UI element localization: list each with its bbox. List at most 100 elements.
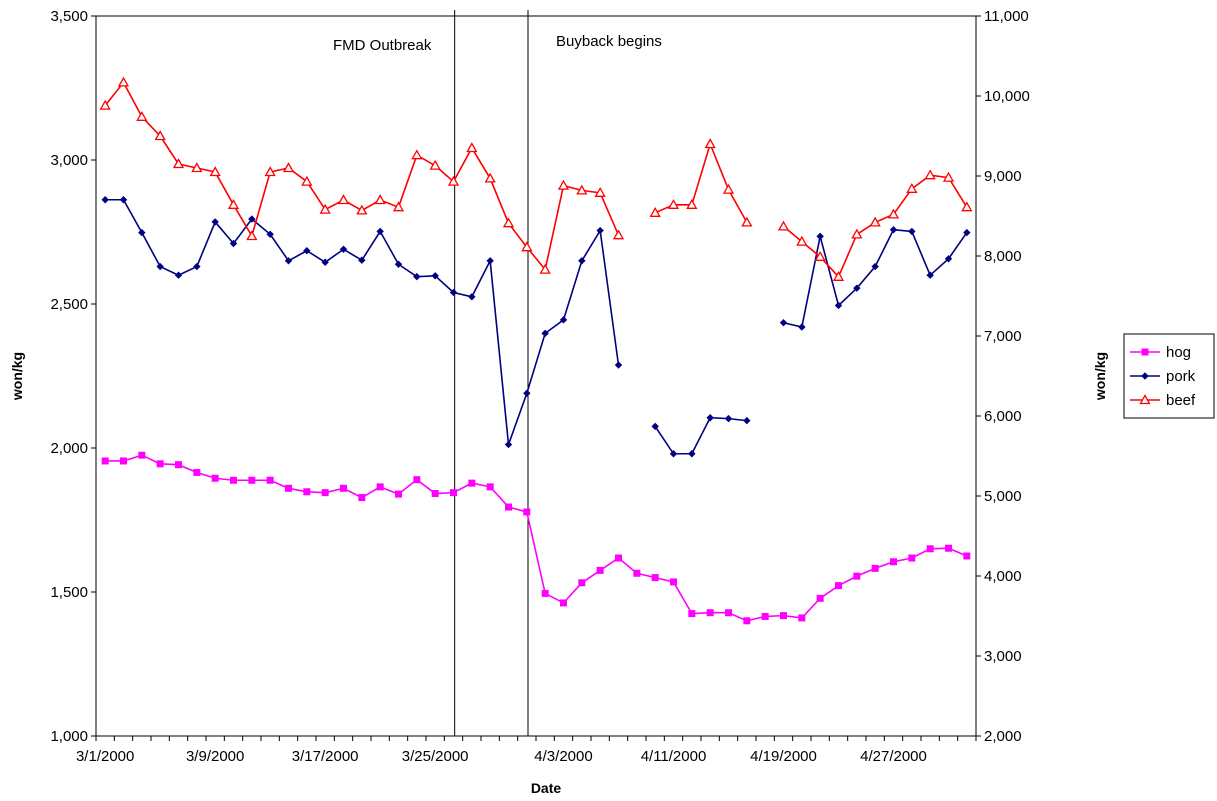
pork-point (303, 247, 311, 255)
hog-point (835, 582, 842, 590)
hog-point (780, 612, 787, 620)
beef-point (172, 158, 185, 169)
hog-point (541, 589, 549, 597)
hog-point (670, 578, 677, 586)
beef-point (942, 171, 955, 182)
beef-point (686, 198, 698, 209)
pork-point (853, 284, 861, 292)
hog-point (816, 594, 824, 602)
pork-point (468, 293, 476, 301)
pork-point (394, 260, 403, 268)
annotation-buyback-begins: Buyback begins (556, 33, 662, 50)
pork-point (798, 323, 806, 331)
hog-point (505, 503, 512, 511)
pork-point (743, 416, 751, 425)
pork-point (596, 226, 604, 235)
beef-point (447, 175, 460, 186)
hog-point (230, 476, 237, 484)
beef-point (557, 179, 570, 190)
beef-point (356, 204, 368, 215)
pork-point (614, 361, 623, 369)
legend-hog-point (1141, 348, 1149, 356)
beef-point (961, 201, 973, 212)
hog-point (798, 614, 806, 622)
hog-point (560, 599, 567, 607)
legend: hog pork beef (1123, 333, 1215, 419)
hog-point (120, 457, 127, 465)
hog-point (578, 579, 586, 587)
pork-point (486, 257, 494, 265)
y-right-tick-label: 8,000 (984, 248, 1022, 265)
beef-point (99, 99, 111, 110)
plot-area (95, 15, 977, 737)
beef-point (484, 172, 496, 183)
series-pork-line (105, 198, 620, 445)
hog-point (651, 574, 659, 582)
hog-point (285, 484, 292, 492)
beef-point (796, 235, 808, 246)
beef-point (612, 229, 625, 240)
hog-point (963, 552, 971, 560)
pork-point (193, 262, 201, 271)
series-pork-line (654, 416, 747, 455)
legend-label-beef: beef (1166, 392, 1196, 409)
y-right-tick-label: 4,000 (984, 568, 1022, 585)
pork-point (724, 414, 733, 423)
pork-point (284, 257, 293, 265)
hog-point (761, 612, 769, 620)
hog-point (725, 609, 732, 617)
y-axis-right-title: won/kg (1092, 352, 1108, 401)
hog-point (431, 490, 439, 498)
y-right-tick-label: 11,000 (984, 8, 1029, 25)
hog-point (688, 610, 696, 618)
y-right-tick-label: 6,000 (984, 408, 1022, 425)
pork-point (211, 218, 219, 226)
series-beef-line (104, 80, 620, 272)
hog-point (596, 566, 604, 574)
hog-point (743, 617, 751, 625)
y-right-tick-label: 7,000 (984, 328, 1022, 345)
series-beef-line (654, 141, 748, 223)
pork-point (449, 288, 458, 297)
series-layer (99, 76, 973, 625)
pork-point (926, 271, 934, 279)
hog-point (248, 476, 256, 484)
beef-point (429, 159, 441, 170)
legend-beef-point (1139, 394, 1151, 405)
y-left-tick-label: 2,000 (50, 440, 88, 457)
beef-point (814, 250, 826, 261)
x-axis-title: Date (531, 780, 562, 796)
hog-point (395, 490, 402, 498)
y-right-tick-label: 3,000 (984, 648, 1022, 665)
pork-point (174, 271, 183, 279)
hog-point (633, 569, 641, 577)
y-left-tick-label: 1,500 (50, 584, 88, 601)
beef-point (832, 270, 845, 281)
x-tick-label: 4/27/2000 (860, 748, 927, 765)
beef-point (301, 175, 313, 186)
beef-point (154, 130, 166, 141)
pork-point (816, 232, 824, 241)
beef-point (209, 166, 221, 177)
beef-point (539, 263, 551, 274)
beef-point (227, 198, 240, 209)
y-left-tick-label: 3,000 (50, 152, 88, 169)
pork-point (578, 257, 586, 265)
beef-point (649, 206, 661, 217)
beef-point (594, 186, 606, 197)
hog-point (908, 554, 916, 562)
hog-point (175, 461, 182, 469)
hog-point (266, 476, 274, 484)
pork-point (688, 450, 696, 458)
hog-point (193, 468, 201, 476)
beef-point (667, 198, 680, 209)
hog-point (871, 564, 879, 572)
y-left-tick-label: 2,500 (50, 296, 88, 313)
pork-point (963, 228, 971, 237)
pork-point (321, 258, 329, 266)
pork-point (908, 227, 916, 236)
beef-point (887, 208, 900, 219)
annotations: FMD Outbreak Buyback begins (333, 10, 662, 736)
annotation-fmd-outbreak: FMD Outbreak (333, 37, 432, 54)
